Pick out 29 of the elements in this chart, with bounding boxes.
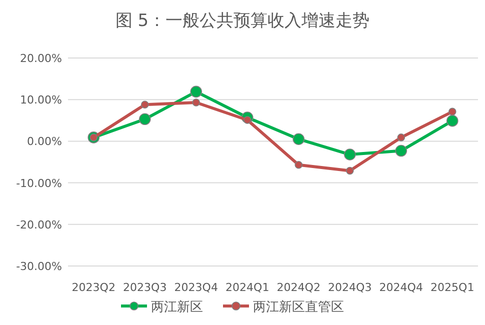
y-tick-label: -30.00% bbox=[16, 260, 62, 273]
x-tick-label: 2024Q1 bbox=[226, 281, 270, 294]
point bbox=[395, 144, 408, 157]
x-tick-label: 2024Q3 bbox=[328, 281, 372, 294]
legend-label: 两江新区 bbox=[151, 300, 203, 315]
point bbox=[448, 108, 456, 116]
y-tick-label: -10.00% bbox=[16, 176, 62, 190]
point bbox=[192, 98, 200, 106]
x-tick-label: 2023Q2 bbox=[72, 281, 116, 294]
x-tick-label: 2025Q1 bbox=[430, 281, 474, 294]
point bbox=[346, 166, 354, 175]
y-tick-label: -20.00% bbox=[16, 218, 62, 232]
x-tick-label: 2023Q4 bbox=[174, 281, 218, 294]
point bbox=[344, 148, 356, 160]
y-tick-label: 20.00% bbox=[20, 52, 62, 65]
point bbox=[138, 113, 151, 126]
point bbox=[294, 161, 303, 169]
y-tick-label: 10.00% bbox=[20, 94, 62, 107]
y-tick-label: 0.00% bbox=[27, 135, 62, 148]
point bbox=[190, 86, 202, 98]
chart-title: 图 5：一般公共预算收入增速走势 bbox=[115, 11, 370, 31]
x-tick-label: 2024Q4 bbox=[379, 281, 423, 294]
point bbox=[446, 114, 458, 127]
point bbox=[397, 134, 406, 142]
x-tick-label: 2024Q2 bbox=[276, 281, 320, 294]
legend-label: 两江新区直管区 bbox=[253, 300, 344, 315]
x-tick-label: 2023Q3 bbox=[123, 281, 167, 294]
point bbox=[140, 100, 149, 108]
point bbox=[292, 133, 305, 146]
